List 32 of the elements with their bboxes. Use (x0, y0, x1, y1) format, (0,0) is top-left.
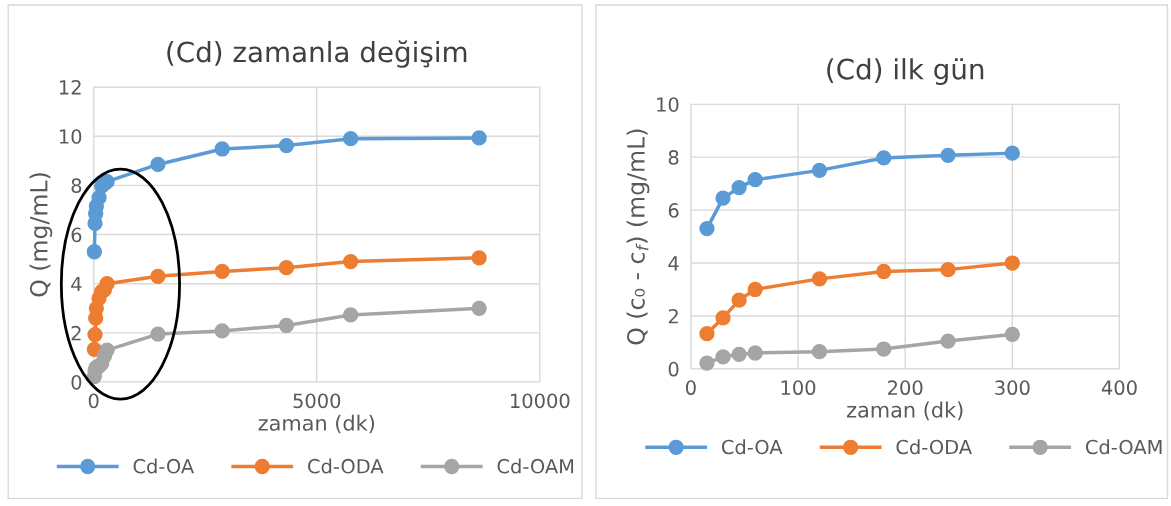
legend-label: Cd-OA (721, 439, 783, 455)
y-tick-label: 6 (668, 203, 679, 218)
y-axis-title: Q (c₀ - c$_{f}$) (mg/mL) (626, 129, 650, 345)
x-tick-label: 10000 (511, 393, 570, 409)
y-tick-label: 8 (668, 150, 679, 165)
y-tick-label: 4 (71, 276, 82, 292)
x-tick-label: 400 (1101, 380, 1137, 396)
x-tick-label: 300 (995, 380, 1030, 396)
y-tick-label: 2 (71, 325, 81, 341)
chart-title: (Cd) zamanla değişim (167, 40, 467, 68)
x-axis-title: zaman (dk) (258, 414, 375, 434)
y-tick-label: 2 (668, 308, 678, 324)
y-tick-label: 8 (71, 178, 82, 194)
y-tick-label: 4 (668, 256, 679, 271)
x-tick-label: 0 (88, 393, 99, 409)
x-tick-label: 0 (685, 380, 696, 396)
y-axis-title: Q (mg/mL) (29, 173, 53, 297)
legend-label: Cd-OA (133, 458, 195, 474)
legend-label: Cd-ODA (896, 439, 972, 455)
x-tick-label: 100 (781, 380, 816, 396)
y-tick-label: 10 (59, 129, 82, 144)
x-tick-label: 200 (888, 380, 923, 396)
chart-title: (Cd) ilk gün (827, 58, 984, 86)
x-axis-title: zaman (dk) (847, 401, 963, 421)
y-tick-label: 10 (657, 97, 679, 112)
legend-label: Cd-ODA (308, 458, 384, 474)
y-tick-label: 6 (71, 227, 82, 243)
y-tick-label: 0 (668, 361, 679, 377)
y-tick-label: 12 (59, 79, 81, 95)
x-tick-label: 5000 (293, 393, 341, 409)
legend-label: Cd-OAM (497, 458, 574, 474)
legend-label: Cd-OAM (1085, 439, 1162, 455)
